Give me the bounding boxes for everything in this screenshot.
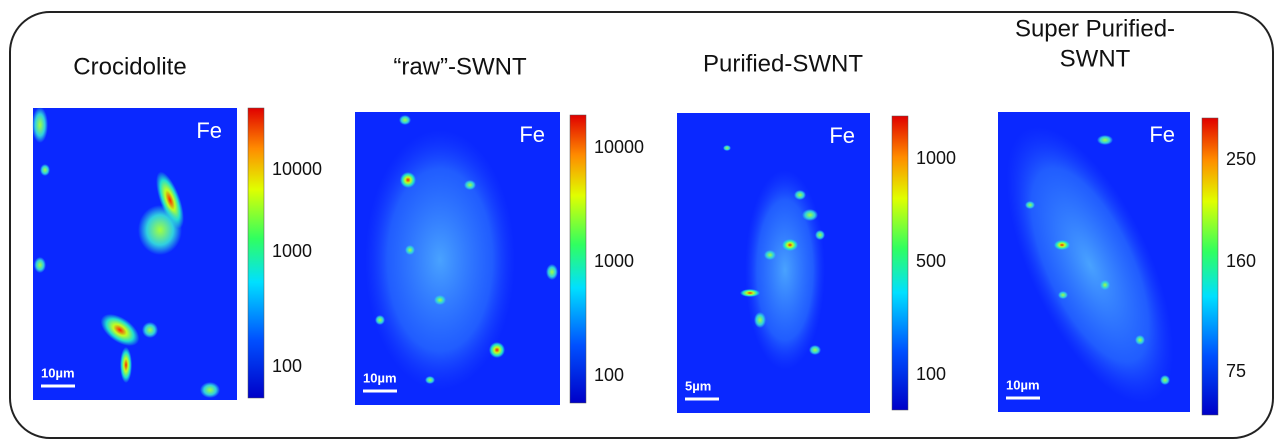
heatmap [677, 113, 870, 413]
heatmap [32, 107, 237, 400]
scale-bar-label: 10µm [1006, 377, 1040, 392]
colorbar-label: 1000 [916, 148, 956, 168]
colorbar-label: 250 [1226, 149, 1256, 169]
heatmap-spot [815, 230, 825, 240]
heatmap-spot [138, 205, 182, 255]
heatmap [355, 112, 560, 405]
heatmap-spot [434, 295, 446, 305]
heatmap-spot [32, 107, 48, 143]
heatmap-spot [34, 257, 46, 273]
panel-title: Super Purified- [1015, 15, 1175, 42]
colorbar-label: 1000 [594, 251, 634, 271]
heatmap-spot [425, 376, 435, 384]
scale-bar-label: 5µm [685, 378, 711, 393]
heatmap-spot [740, 289, 760, 297]
colorbar-label: 100 [272, 356, 302, 376]
colorbar-label: 1000 [272, 241, 312, 261]
element-label: Fe [1149, 122, 1175, 147]
element-label: Fe [829, 123, 855, 148]
element-label: Fe [519, 122, 545, 147]
heatmap-spot [723, 145, 731, 151]
heatmap-spot [546, 264, 558, 280]
heatmap-spot [1054, 240, 1070, 250]
heatmap-spot [40, 164, 50, 176]
heatmap-spot [1160, 375, 1170, 385]
heatmap-haze [745, 170, 825, 370]
heatmap-spot [399, 115, 411, 125]
heatmap-spot [120, 347, 132, 383]
heatmap-haze [365, 130, 515, 390]
frame [9, 11, 1274, 439]
scale-bar-label: 10µm [363, 370, 397, 385]
heatmap-spot [100, 314, 140, 346]
heatmap-spot [142, 322, 158, 338]
heatmap-background [33, 108, 237, 400]
heatmap-haze [1006, 126, 1174, 404]
heatmap-spot [400, 172, 416, 188]
heatmap-spot [1058, 291, 1068, 299]
panel-title: SWNT [1060, 45, 1131, 72]
colorbar [891, 115, 909, 411]
colorbar-label: 100 [594, 365, 624, 385]
panel-title: Crocidolite [73, 53, 186, 80]
heatmap-spot [764, 250, 776, 260]
heatmap-spot [375, 315, 385, 325]
heatmap-spot [1100, 280, 1110, 290]
heatmap-spot [809, 345, 821, 355]
colorbar [1201, 117, 1219, 416]
heatmap-spot [1135, 335, 1145, 345]
colorbar-label: 160 [1226, 251, 1256, 271]
colorbar-label: 75 [1226, 361, 1246, 381]
colorbar [247, 107, 265, 399]
heatmap-spot [754, 312, 766, 328]
heatmap-spot [464, 180, 476, 190]
heatmap-spot [782, 239, 798, 251]
colorbar-label: 100 [916, 364, 946, 384]
heatmap-spot [1097, 135, 1113, 145]
colorbar [569, 114, 587, 404]
colorbar-label: 10000 [272, 159, 322, 179]
colorbar-label: 10000 [594, 137, 644, 157]
heatmap-spot [802, 209, 818, 221]
heatmap-spot [794, 190, 806, 200]
panel-title: “raw”-SWNT [393, 53, 527, 80]
scale-bar-label: 10µm [41, 365, 75, 380]
heatmap-spot [200, 382, 220, 398]
panel-title: Purified-SWNT [703, 50, 863, 77]
element-label: Fe [196, 118, 222, 143]
heatmap-spot [489, 342, 505, 358]
heatmap-spot [405, 245, 415, 255]
heatmap-spot [1025, 201, 1035, 209]
heatmap [998, 112, 1190, 412]
colorbar-label: 500 [916, 251, 946, 271]
